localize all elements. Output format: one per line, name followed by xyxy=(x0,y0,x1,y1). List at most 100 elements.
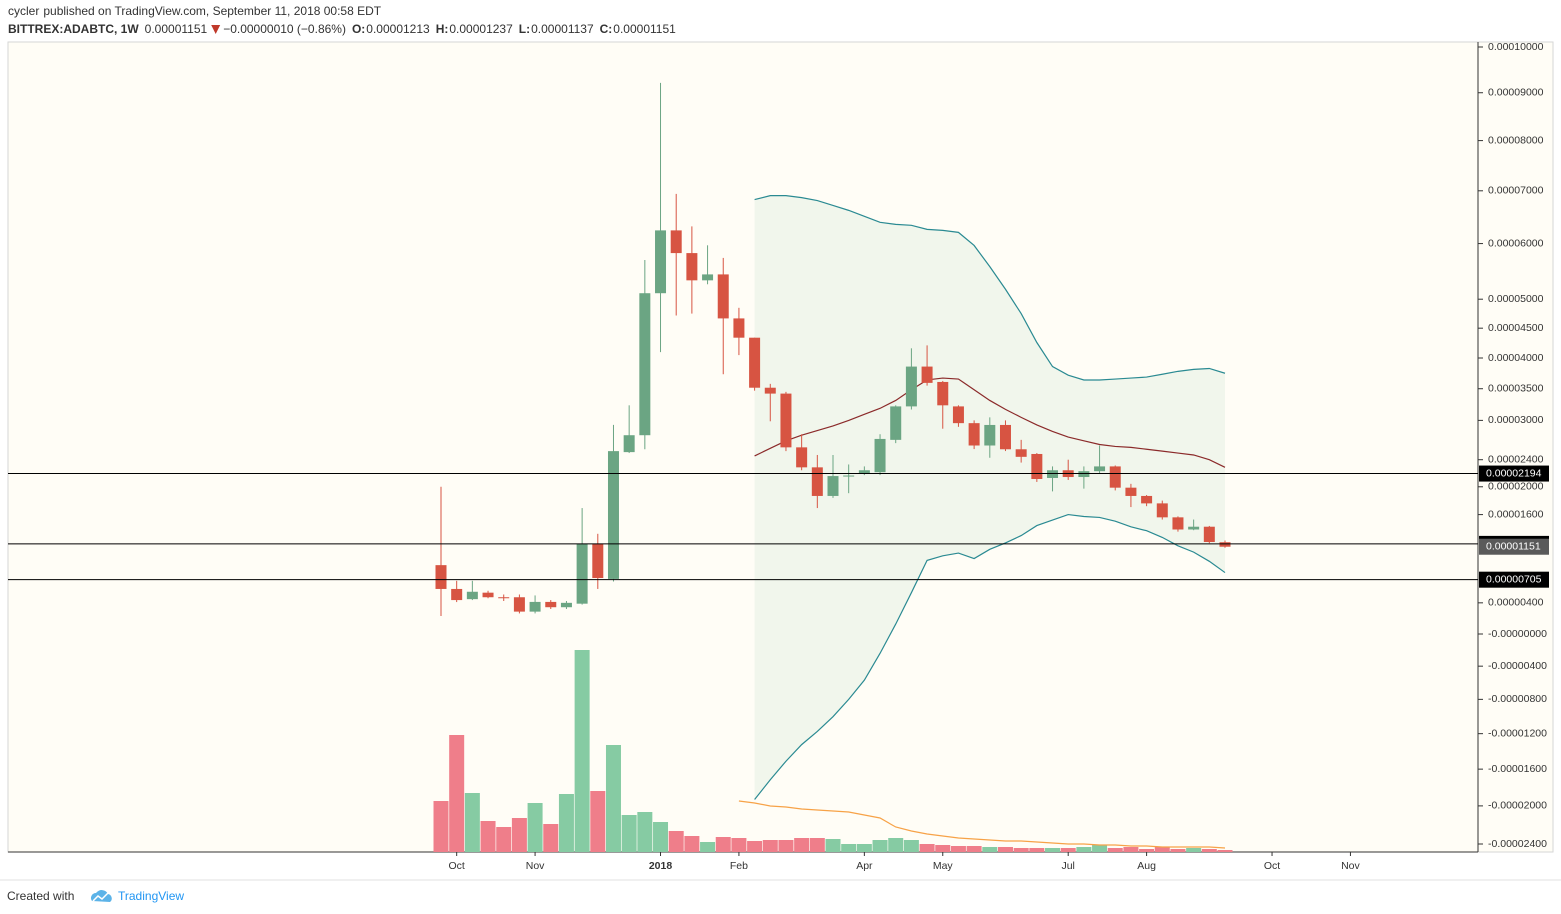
volume-bar xyxy=(543,824,559,852)
y-tick-label: 0.00006000 xyxy=(1488,237,1544,249)
candle-body xyxy=(607,451,619,579)
volume-bar xyxy=(1201,849,1217,852)
last-price-box xyxy=(1479,538,1549,555)
y-tick-label: -0.00001600 xyxy=(1488,763,1547,775)
candle-body xyxy=(498,597,510,599)
field-label: L: xyxy=(519,22,530,36)
candle-body xyxy=(655,230,667,294)
volume-bar xyxy=(1013,848,1029,852)
volume-bar xyxy=(794,838,810,852)
footer-brand[interactable]: TradingView xyxy=(118,889,184,903)
volume-bar xyxy=(558,794,574,852)
field-value: 0.00001213 xyxy=(366,22,430,36)
volume-bar xyxy=(668,831,684,852)
field-label: C: xyxy=(600,22,613,36)
candle-body xyxy=(623,435,635,453)
band-lower xyxy=(754,513,1226,800)
field-label: O: xyxy=(352,22,365,36)
candle-body xyxy=(999,424,1011,450)
volume-bar xyxy=(872,840,888,852)
candle-body xyxy=(1109,466,1121,488)
candle-body xyxy=(1125,487,1137,496)
volume-bar xyxy=(841,844,857,852)
candle-body xyxy=(592,543,604,579)
y-tick-label: 0.00001600 xyxy=(1488,508,1544,520)
volume-bar xyxy=(1186,848,1202,852)
y-tick-label: 0.00009000 xyxy=(1488,87,1544,99)
volume-bar xyxy=(464,793,480,852)
volume-bar xyxy=(574,650,590,852)
volume-bar xyxy=(449,735,465,852)
candle-body xyxy=(780,393,792,448)
x-tick-label: 2018 xyxy=(649,860,673,872)
candle-body xyxy=(717,274,729,319)
down-arrow xyxy=(211,25,221,34)
x-tick-label: Oct xyxy=(1264,860,1280,872)
volume-bar xyxy=(731,838,747,852)
volume-bar xyxy=(1092,845,1108,852)
candle-body xyxy=(796,447,808,468)
candle-body xyxy=(1156,503,1168,518)
y-tick-label: 0.00002400 xyxy=(1488,453,1544,465)
candle-body xyxy=(686,253,698,281)
candle-body xyxy=(1203,526,1215,543)
candle-body xyxy=(921,366,933,383)
volume-bar xyxy=(1123,847,1139,852)
candle-body xyxy=(435,565,447,589)
x-tick-label: Aug xyxy=(1137,860,1156,872)
candle-body xyxy=(560,602,572,608)
change: −0.00000010 (−0.86%) xyxy=(223,22,346,36)
band-middle xyxy=(754,377,1226,468)
y-tick-label: -0.00000800 xyxy=(1488,693,1547,705)
candle-body xyxy=(1141,495,1153,504)
y-tick-label: 0.00004000 xyxy=(1488,352,1544,364)
candle-body xyxy=(827,476,839,496)
volume-bar xyxy=(903,840,919,852)
volume-bar xyxy=(496,827,512,852)
candle-body xyxy=(858,470,870,474)
y-tick-label: -0.00000400 xyxy=(1488,660,1547,672)
volume-bar xyxy=(966,846,982,852)
y-tick-label: 0.00003500 xyxy=(1488,383,1544,395)
volume-bar xyxy=(590,791,606,852)
volume-bar xyxy=(950,846,966,852)
candle-body xyxy=(529,601,541,612)
x-tick-label: May xyxy=(933,860,954,872)
volume-bar xyxy=(1076,847,1092,852)
published: published on TradingView.com, September … xyxy=(43,4,381,18)
volume-bar xyxy=(825,839,841,852)
candle-body xyxy=(545,601,557,608)
x-tick-label: Oct xyxy=(449,860,465,872)
y-tick-label: 0.00007000 xyxy=(1488,185,1544,197)
price-label-box xyxy=(1479,571,1549,588)
volume-bar xyxy=(637,812,653,852)
volume-bar xyxy=(1029,848,1045,852)
field-value: 0.00001237 xyxy=(449,22,513,36)
candle-body xyxy=(905,366,917,407)
y-tick-label: -0.00002400 xyxy=(1488,838,1547,850)
y-tick-label: 0.00008000 xyxy=(1488,134,1544,146)
candle-body xyxy=(843,475,855,477)
band-fill xyxy=(754,195,1225,800)
volume-bar xyxy=(1170,849,1186,852)
x-tick-label: Feb xyxy=(730,860,748,872)
volume-bar xyxy=(919,844,935,852)
volume-bar xyxy=(982,847,998,852)
y-tick-label: -0.00000000 xyxy=(1488,628,1547,640)
author[interactable]: cycler xyxy=(8,4,39,18)
volume-bar xyxy=(715,837,731,852)
tradingview-logo xyxy=(91,890,112,902)
x-tick-label: Jul xyxy=(1061,860,1074,872)
volume-bar xyxy=(511,818,527,852)
volume-bar xyxy=(1045,848,1061,852)
y-tick-label: 0.00003000 xyxy=(1488,414,1544,426)
y-tick-label: 0.00004500 xyxy=(1488,322,1544,334)
volume-bar xyxy=(762,840,778,852)
candle-body xyxy=(937,381,949,406)
volume-bar xyxy=(935,845,951,852)
candle-body xyxy=(764,387,776,394)
y-tick-label: 0.00010000 xyxy=(1488,41,1544,53)
candle-body xyxy=(1031,453,1043,479)
